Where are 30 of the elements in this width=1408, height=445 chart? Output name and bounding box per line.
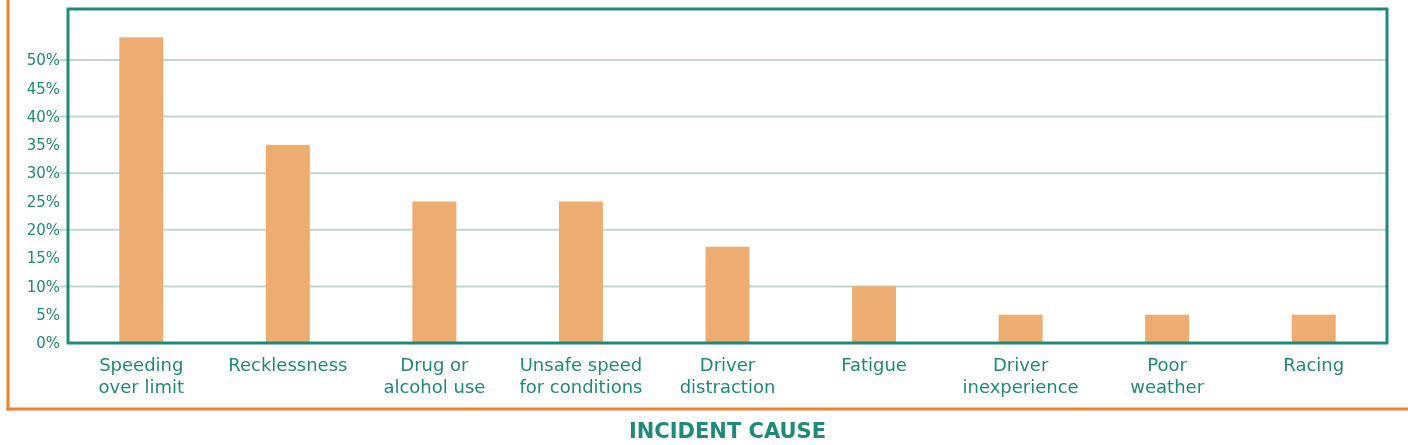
y-tick-label: 45% [26, 79, 60, 98]
bar [1145, 314, 1190, 343]
bar [852, 286, 897, 343]
y-tick-label: 40% [26, 107, 60, 126]
bar [705, 246, 750, 343]
y-tick-label: 25% [26, 192, 60, 211]
bar [1291, 314, 1336, 343]
y-tick-label: 0% [36, 334, 60, 353]
x-tick-label: Unsafe speed for conditions [519, 354, 643, 397]
bar [265, 144, 310, 343]
x-tick-label: Driver distraction [679, 354, 776, 397]
y-tick-label: 15% [26, 249, 60, 268]
y-tick-label: 5% [36, 305, 60, 324]
x-tick-label: Poor weather [1130, 354, 1205, 397]
y-tick-label: 30% [26, 164, 60, 183]
y-tick-label: 50% [26, 51, 60, 70]
x-tick-label: Racing [1283, 354, 1345, 375]
x-tick-label: Driver inexperience [962, 354, 1079, 397]
x-tick-label: Drug or alcohol use [383, 354, 486, 397]
x-tick-label: Recklessness [228, 354, 348, 375]
x-tick-label: Speeding over limit [98, 354, 185, 397]
x-tick-label: Fatigue [841, 354, 907, 375]
bar [119, 37, 164, 343]
bar [412, 201, 457, 343]
bar [998, 314, 1043, 343]
bar [558, 201, 603, 343]
y-tick-label: 35% [26, 136, 60, 155]
y-tick-label: 20% [26, 221, 60, 240]
y-tick-label: 10% [26, 277, 60, 296]
x-axis-title: INCIDENT CAUSE [628, 419, 827, 443]
